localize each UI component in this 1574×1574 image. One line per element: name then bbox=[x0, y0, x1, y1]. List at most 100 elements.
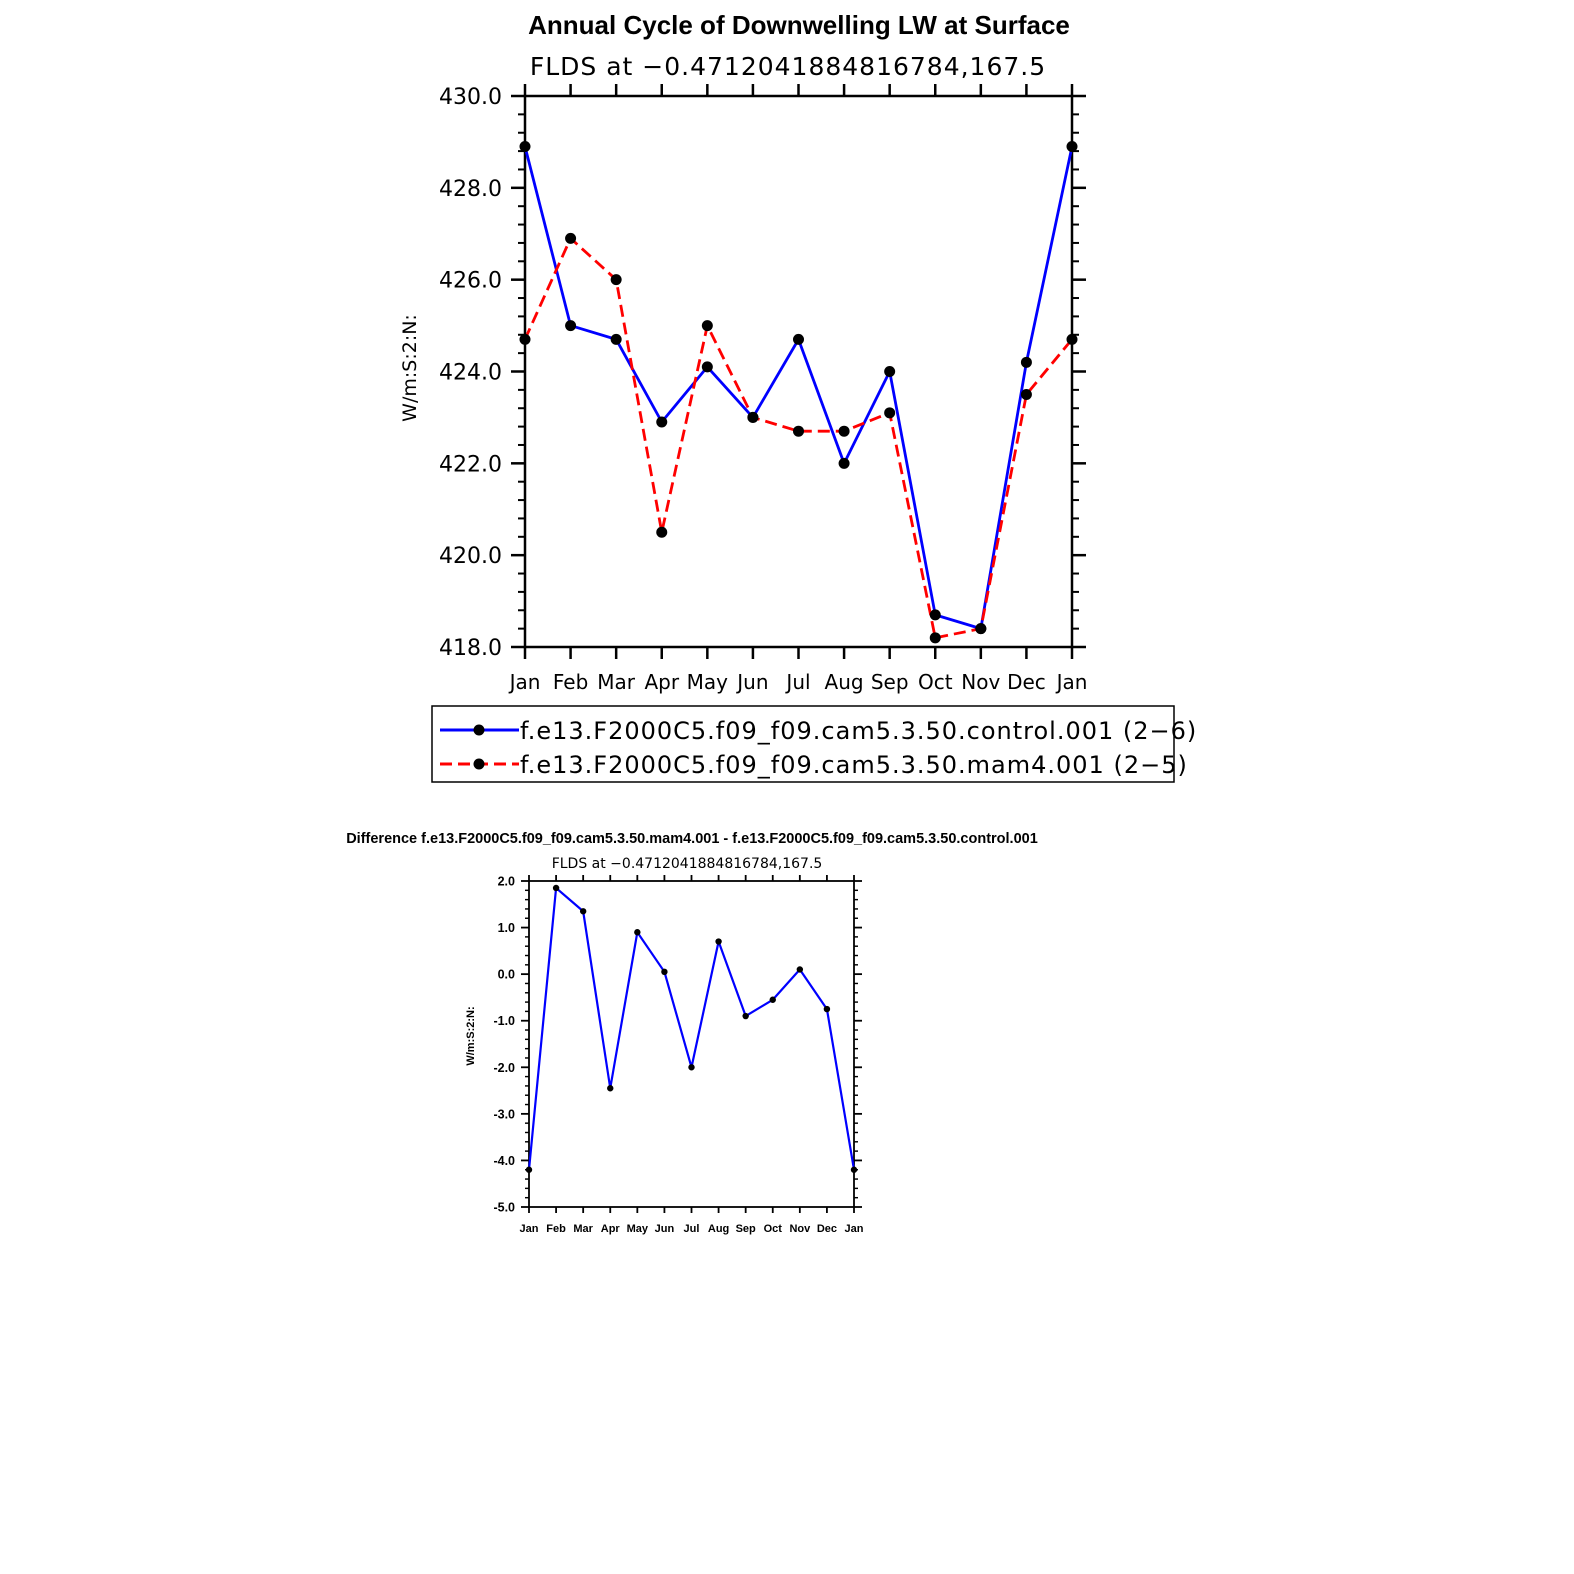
series-1-point bbox=[1020, 388, 1032, 400]
series-0-point bbox=[661, 968, 668, 976]
series-0-point bbox=[634, 929, 641, 936]
y-tick-label: 422.0 bbox=[439, 452, 502, 477]
x-tick-label: Aug bbox=[708, 1223, 729, 1235]
series-1-point bbox=[747, 411, 759, 423]
series-1-point bbox=[929, 632, 941, 644]
y-tick-label: 2.0 bbox=[498, 875, 515, 889]
x-tick-label: Mar bbox=[597, 670, 636, 694]
x-tick-label: Apr bbox=[644, 670, 679, 694]
series-1-point bbox=[701, 320, 713, 332]
legend-label-control: f.e13.F2000C5.f09_f09.cam5.3.50.control.… bbox=[520, 717, 1197, 745]
x-tick-label: Jan bbox=[1055, 670, 1088, 694]
series-0-point bbox=[552, 884, 560, 892]
series-0-point bbox=[850, 1166, 858, 1173]
series-1-point bbox=[1066, 333, 1078, 345]
y-tick-label: 428.0 bbox=[439, 177, 502, 202]
x-tick-label: Nov bbox=[961, 670, 1000, 694]
series-0-point bbox=[715, 938, 722, 945]
series-0-point bbox=[838, 457, 850, 469]
chart1-legend: f.e13.F2000C5.f09_f09.cam5.3.50.control.… bbox=[431, 705, 1197, 783]
chart2-series bbox=[525, 884, 858, 1173]
x-tick-label: Jan bbox=[845, 1223, 864, 1235]
series-0-point bbox=[579, 908, 587, 915]
chart1-subtitle: FLDS at −0.4712041884816784,167.5 bbox=[530, 52, 1046, 81]
series-0-point bbox=[1066, 141, 1078, 153]
y-tick-label: -4.0 bbox=[493, 1154, 515, 1168]
chart2-title: Difference f.e13.F2000C5.f09_f09.cam5.3.… bbox=[346, 831, 1038, 847]
legend-label-mam4: f.e13.F2000C5.f09_f09.cam5.3.50.mam4.001… bbox=[520, 751, 1188, 779]
x-tick-label: May bbox=[627, 1223, 649, 1235]
x-tick-label: Feb bbox=[546, 1223, 566, 1235]
series-1-point bbox=[884, 407, 896, 419]
series-1-point bbox=[656, 526, 668, 538]
series-1-point bbox=[519, 333, 531, 345]
series-1-point bbox=[793, 425, 804, 437]
y-tick-label: -1.0 bbox=[493, 1014, 515, 1028]
series-0-point bbox=[701, 361, 713, 373]
x-tick-label: Sep bbox=[871, 670, 909, 694]
x-tick-label: May bbox=[687, 670, 729, 694]
series-0-point bbox=[793, 333, 804, 345]
series-0-point bbox=[929, 609, 941, 621]
series-0-point bbox=[607, 1085, 614, 1092]
chart2-y-axis-label: W/m:S:2:N: bbox=[465, 1006, 477, 1065]
x-tick-label: Jun bbox=[655, 1223, 675, 1235]
series-line-1 bbox=[523, 236, 1074, 640]
series-1-point bbox=[565, 232, 577, 244]
series-line-0 bbox=[527, 886, 856, 1170]
y-tick-label: 424.0 bbox=[439, 361, 502, 386]
chart2-ticks: Jan Feb Mar Apr May Jun Jul Aug Sep Oct Nov Dec Jan-… bbox=[493, 875, 863, 1236]
series-0-point bbox=[1020, 356, 1032, 368]
y-tick-label: 1.0 bbox=[498, 921, 515, 935]
y-tick-label: 430.0 bbox=[439, 85, 502, 110]
y-tick-label: -2.0 bbox=[493, 1061, 515, 1075]
plot-frame bbox=[523, 94, 1074, 649]
x-tick-label: Apr bbox=[601, 1223, 621, 1235]
series-0-point bbox=[610, 333, 622, 345]
x-tick-label: Sep bbox=[736, 1223, 756, 1235]
legend-marker-control bbox=[473, 724, 485, 736]
series-0-point bbox=[519, 141, 531, 153]
series-line-0 bbox=[523, 146, 1074, 631]
chart1-ticks: Jan Feb Mar Apr May Jun Jul Aug Sep Oct Nov Dec Jan4… bbox=[439, 84, 1087, 694]
series-0-point bbox=[884, 366, 896, 377]
series-0-point bbox=[656, 416, 668, 428]
series-0-point bbox=[769, 996, 776, 1003]
x-tick-label: Mar bbox=[573, 1223, 593, 1235]
legend-marker-mam4 bbox=[473, 758, 485, 770]
y-tick-label: 420.0 bbox=[439, 544, 502, 569]
chart1-title: Annual Cycle of Downwelling LW at Surfac… bbox=[528, 10, 1070, 40]
series-0-point bbox=[823, 1005, 831, 1013]
chart2-axes bbox=[528, 880, 855, 1208]
x-tick-label: Oct bbox=[918, 670, 953, 694]
y-tick-label: -5.0 bbox=[493, 1201, 515, 1215]
y-tick-label: 426.0 bbox=[439, 269, 502, 294]
series-1-point bbox=[975, 623, 987, 635]
legend-box bbox=[431, 705, 1175, 783]
series-0-point bbox=[565, 320, 577, 332]
chart-difference: Difference f.e13.F2000C5.f09_f09.cam5.3.… bbox=[346, 831, 1038, 1235]
x-tick-label: Dec bbox=[817, 1223, 837, 1235]
x-tick-label: Jan bbox=[520, 1223, 539, 1235]
x-tick-label: Oct bbox=[764, 1223, 783, 1235]
series-1-point bbox=[838, 425, 850, 437]
x-tick-label: Jul bbox=[684, 1223, 700, 1235]
plot-frame bbox=[528, 880, 855, 1208]
x-tick-label: Jul bbox=[784, 670, 810, 694]
series-0-point bbox=[796, 966, 804, 973]
y-tick-label: 0.0 bbox=[498, 968, 515, 982]
series-0-point bbox=[742, 1012, 749, 1020]
x-tick-label: Jan bbox=[508, 670, 541, 694]
x-tick-label: Dec bbox=[1007, 670, 1046, 694]
y-tick-label: -3.0 bbox=[493, 1107, 515, 1121]
series-1-point bbox=[610, 274, 622, 286]
x-tick-label: Jun bbox=[735, 670, 768, 694]
chart1-axes bbox=[523, 94, 1074, 649]
chart1-y-axis-label: W/m:S:2:N: bbox=[399, 314, 421, 422]
x-tick-label: Feb bbox=[553, 670, 588, 694]
chart-annual-cycle: Annual Cycle of Downwelling LW at Surfac… bbox=[399, 10, 1197, 783]
series-0-point bbox=[688, 1064, 695, 1071]
x-tick-label: Nov bbox=[789, 1223, 811, 1235]
chart1-series bbox=[519, 141, 1078, 644]
